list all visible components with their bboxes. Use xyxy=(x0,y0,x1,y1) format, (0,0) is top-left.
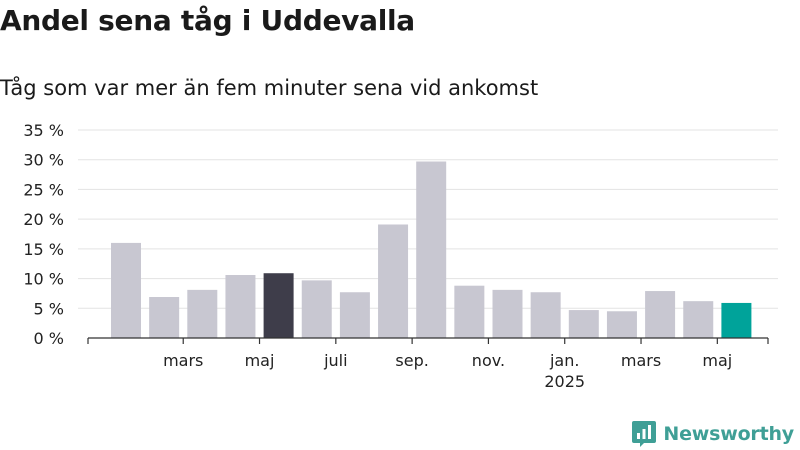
x-tick-label: mars xyxy=(163,351,203,370)
y-axis-tick-labels: 0 % 5 % 10 % 15 % 20 % 25 % 30 % 35 % xyxy=(23,121,64,348)
bar xyxy=(492,289,523,338)
bar xyxy=(225,275,256,338)
bar xyxy=(606,311,637,338)
bar xyxy=(339,292,370,338)
bar xyxy=(530,292,561,338)
y-tick-label: 35 % xyxy=(23,121,64,140)
bar xyxy=(378,224,409,338)
bars xyxy=(111,161,752,338)
bar-chart: 0 % 5 % 10 % 15 % 20 % 25 % 30 % 35 % mars maj ju… xyxy=(23,121,778,391)
bar xyxy=(645,291,676,338)
bar xyxy=(416,161,447,338)
brand-name: Newsworthy xyxy=(663,423,794,445)
y-tick-label: 10 % xyxy=(23,270,64,289)
y-tick-label: 15 % xyxy=(23,240,64,259)
x-tick-label: juli xyxy=(323,351,347,370)
y-tick-label: 0 % xyxy=(34,329,64,348)
x-tick-label: jan. xyxy=(549,351,579,370)
bar xyxy=(454,285,485,338)
chart-subtitle: Tåg som var mer än fem minuter sena vid … xyxy=(0,76,539,100)
x-tick-label: mars xyxy=(621,351,661,370)
bar xyxy=(111,242,141,338)
y-tick-label: 25 % xyxy=(23,180,64,199)
x-tick-year-label: 2025 xyxy=(544,372,585,391)
brand-logo: Newsworthy xyxy=(631,420,794,448)
x-tick-label: nov. xyxy=(472,351,505,370)
y-tick-label: 5 % xyxy=(34,299,64,318)
chart-title: Andel sena tåg i Uddevalla xyxy=(0,4,415,37)
x-tick-label: sep. xyxy=(395,351,428,370)
x-axis: mars maj juli sep. nov. jan. 2025 mars maj xyxy=(87,337,769,391)
bar xyxy=(187,289,218,338)
bar xyxy=(683,301,714,338)
y-tick-label: 20 % xyxy=(23,210,64,229)
bar xyxy=(568,310,599,338)
bar xyxy=(301,280,332,338)
bar xyxy=(149,296,180,338)
x-tick-label: maj xyxy=(702,351,732,370)
y-tick-label: 30 % xyxy=(23,151,64,170)
newsworthy-logo-icon xyxy=(632,421,657,447)
bar xyxy=(263,273,294,338)
bar xyxy=(721,302,752,338)
x-tick-label: maj xyxy=(245,351,275,370)
